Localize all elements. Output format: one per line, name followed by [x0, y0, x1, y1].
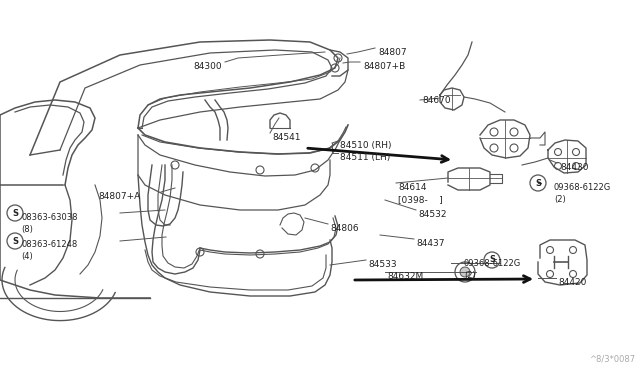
Text: 84670: 84670: [422, 96, 451, 105]
Text: 84511 (LH): 84511 (LH): [340, 153, 390, 162]
Circle shape: [256, 250, 264, 258]
Circle shape: [490, 128, 498, 136]
Circle shape: [547, 247, 554, 253]
Text: 84510 (RH): 84510 (RH): [340, 141, 392, 150]
Circle shape: [554, 163, 561, 170]
Circle shape: [547, 270, 554, 278]
Text: S: S: [535, 179, 541, 187]
Circle shape: [256, 166, 264, 174]
Text: 84533: 84533: [368, 260, 397, 269]
Circle shape: [334, 54, 342, 62]
Text: 84532: 84532: [418, 210, 447, 219]
Circle shape: [455, 262, 475, 282]
Text: (2): (2): [464, 271, 476, 280]
Circle shape: [554, 148, 561, 155]
Circle shape: [570, 270, 577, 278]
Circle shape: [510, 144, 518, 152]
Circle shape: [573, 163, 579, 170]
Circle shape: [7, 233, 23, 249]
Text: 84807: 84807: [378, 48, 406, 57]
Text: 84614: 84614: [398, 183, 426, 192]
Text: 84437: 84437: [416, 239, 445, 248]
Text: 84430: 84430: [560, 163, 589, 172]
Text: 08363-63038: 08363-63038: [21, 213, 77, 222]
Text: 84632M: 84632M: [387, 272, 423, 281]
Circle shape: [460, 267, 470, 277]
Circle shape: [510, 128, 518, 136]
Text: 84300: 84300: [193, 62, 221, 71]
Circle shape: [311, 164, 319, 172]
Circle shape: [530, 175, 546, 191]
Text: S: S: [12, 208, 18, 218]
Circle shape: [7, 205, 23, 221]
Circle shape: [171, 161, 179, 169]
Circle shape: [573, 148, 579, 155]
Text: (8): (8): [21, 225, 33, 234]
Text: 84806: 84806: [330, 224, 358, 233]
Text: 84807+A: 84807+A: [98, 192, 140, 201]
Text: (4): (4): [21, 252, 33, 261]
Text: 08363-61248: 08363-61248: [21, 240, 77, 249]
Circle shape: [331, 64, 339, 72]
Circle shape: [490, 144, 498, 152]
Text: ^8/3*0087: ^8/3*0087: [589, 355, 635, 364]
Text: [0398-    ]: [0398- ]: [398, 195, 443, 204]
Text: S: S: [489, 256, 495, 264]
Circle shape: [196, 248, 204, 256]
Text: 84420: 84420: [558, 278, 586, 287]
Text: 09368-6122G: 09368-6122G: [464, 259, 521, 268]
Circle shape: [484, 252, 500, 268]
Circle shape: [570, 247, 577, 253]
Text: 09368-6122G: 09368-6122G: [554, 183, 611, 192]
Text: (2): (2): [554, 195, 566, 204]
Text: 84807+B: 84807+B: [363, 62, 405, 71]
Text: 84541: 84541: [272, 133, 301, 142]
Text: S: S: [12, 237, 18, 246]
